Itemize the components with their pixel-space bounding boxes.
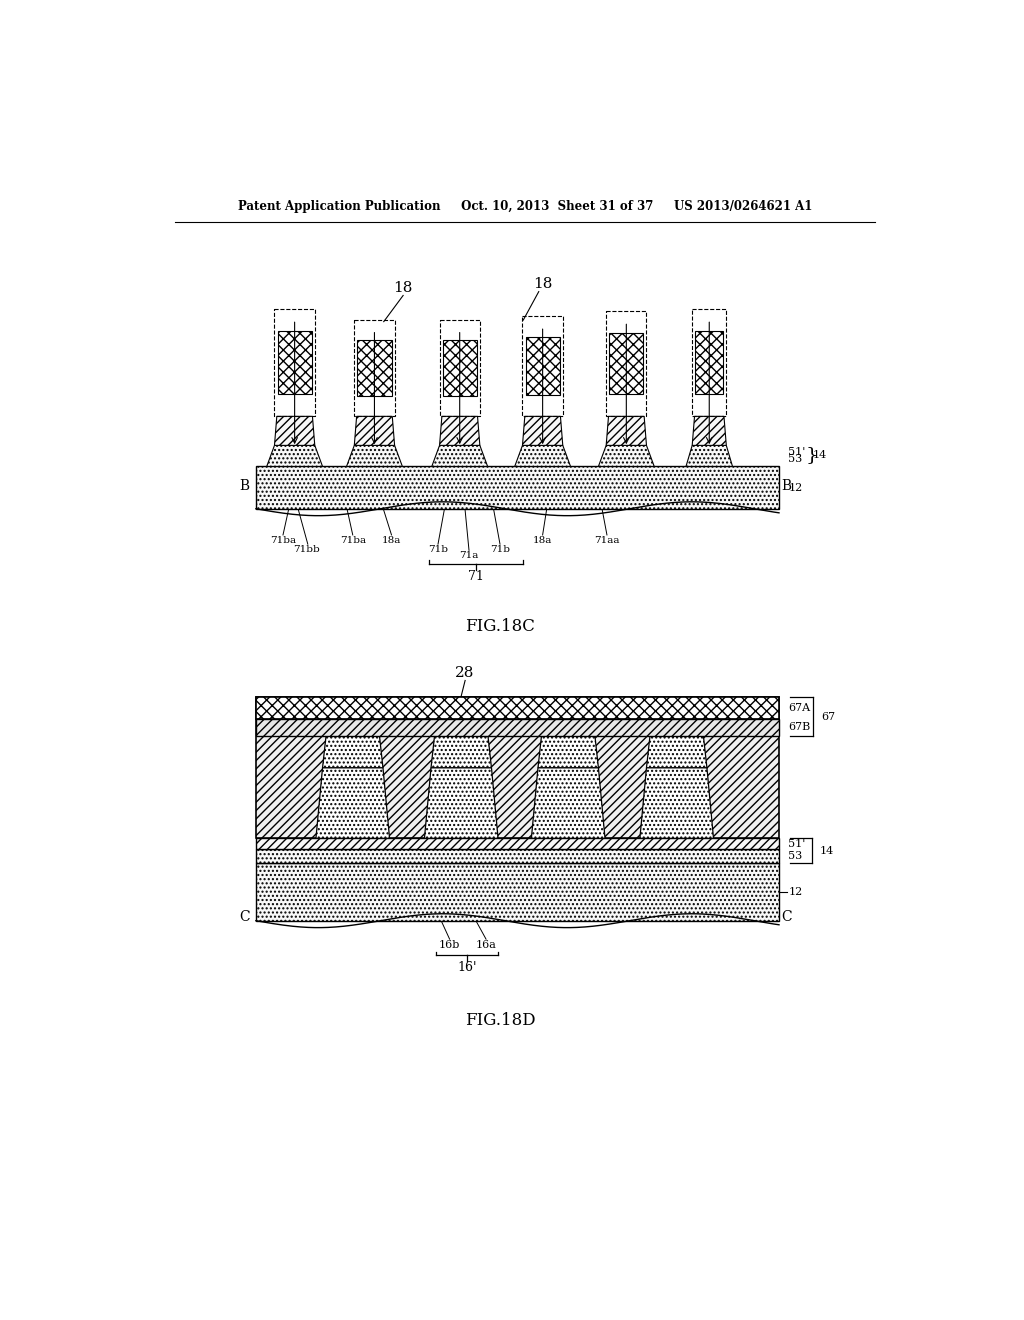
Text: C: C [781, 909, 792, 924]
Text: 71: 71 [468, 570, 484, 583]
Polygon shape [424, 768, 498, 838]
Text: 71ba: 71ba [340, 536, 366, 545]
Bar [439, 321, 480, 416]
Bar [256, 466, 779, 508]
Text: 14: 14 [813, 450, 827, 461]
Polygon shape [515, 445, 570, 466]
Bar [609, 333, 643, 395]
Text: 18: 18 [393, 281, 413, 294]
Polygon shape [439, 416, 480, 445]
Text: 67B: 67B [788, 722, 811, 733]
Polygon shape [640, 768, 714, 838]
Polygon shape [431, 697, 492, 768]
Text: 12: 12 [788, 887, 803, 896]
Bar [278, 331, 311, 393]
Bar [354, 321, 394, 416]
Text: 71ba: 71ba [270, 536, 296, 545]
Polygon shape [323, 697, 383, 768]
Bar [525, 338, 560, 395]
Polygon shape [606, 416, 646, 445]
Polygon shape [646, 697, 707, 768]
Text: 53: 53 [788, 851, 803, 861]
Text: C: C [239, 909, 250, 924]
Bar [695, 331, 723, 393]
Polygon shape [316, 768, 389, 838]
Bar [692, 309, 726, 416]
Text: 16b: 16b [439, 940, 461, 950]
Text: FIG.18D: FIG.18D [465, 1012, 536, 1030]
Text: 28: 28 [456, 665, 475, 680]
Text: 71b: 71b [428, 545, 449, 554]
Text: 51': 51' [788, 838, 806, 849]
Text: 67A: 67A [788, 704, 810, 713]
Text: 71b: 71b [490, 545, 510, 554]
Bar [357, 341, 391, 396]
Text: B: B [240, 479, 249, 492]
Text: 51': 51' [788, 447, 806, 457]
Polygon shape [266, 445, 323, 466]
Text: FIG.18C: FIG.18C [465, 618, 535, 635]
Text: 53: 53 [788, 454, 803, 463]
Polygon shape [274, 416, 314, 445]
Bar [256, 719, 779, 737]
Polygon shape [522, 416, 563, 445]
Text: 18a: 18a [382, 536, 401, 545]
Text: 16a: 16a [475, 940, 497, 950]
Bar [256, 863, 779, 921]
Polygon shape [354, 416, 394, 445]
Text: Patent Application Publication     Oct. 10, 2013  Sheet 31 of 37     US 2013/026: Patent Application Publication Oct. 10, … [238, 199, 812, 213]
Text: 67: 67 [821, 711, 835, 722]
Text: }: } [805, 446, 818, 465]
Text: 16': 16' [458, 961, 477, 974]
Polygon shape [598, 445, 654, 466]
Polygon shape [531, 768, 605, 838]
Polygon shape [538, 697, 598, 768]
Polygon shape [432, 445, 487, 466]
Polygon shape [692, 416, 726, 445]
Text: 12: 12 [788, 483, 803, 492]
Text: 18: 18 [532, 277, 552, 290]
Polygon shape [686, 445, 732, 466]
Text: 18a: 18a [532, 536, 552, 545]
Text: 71bb: 71bb [293, 545, 319, 554]
Bar [522, 317, 563, 416]
Bar [256, 697, 779, 838]
Bar [442, 341, 477, 396]
Bar [256, 697, 779, 719]
Bar [274, 309, 314, 416]
Text: 71aa: 71aa [594, 536, 620, 545]
Text: B: B [781, 479, 792, 492]
Text: 14: 14 [819, 846, 834, 855]
Text: 71a: 71a [460, 552, 478, 560]
Bar [256, 838, 779, 849]
Bar [256, 849, 779, 863]
Polygon shape [346, 445, 402, 466]
Bar [606, 312, 646, 416]
